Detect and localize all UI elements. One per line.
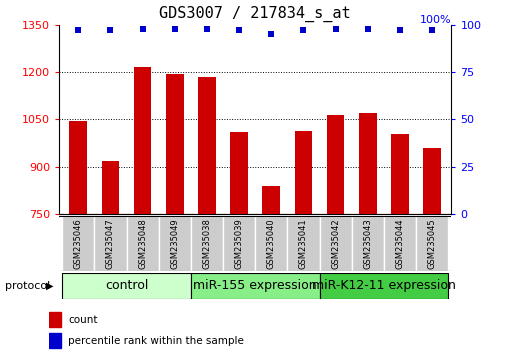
Bar <box>423 148 441 214</box>
Text: GSM235049: GSM235049 <box>170 218 180 269</box>
Bar <box>191 273 320 299</box>
Bar <box>62 216 94 271</box>
Bar <box>49 333 61 348</box>
Text: GSM235044: GSM235044 <box>396 218 404 269</box>
Bar <box>94 216 127 271</box>
Text: GSM235039: GSM235039 <box>234 218 244 269</box>
Bar <box>166 74 184 214</box>
Text: GSM235048: GSM235048 <box>138 218 147 269</box>
Bar <box>255 216 287 271</box>
Bar <box>263 186 280 214</box>
Bar <box>359 113 377 214</box>
Text: GSM235038: GSM235038 <box>203 218 211 269</box>
Bar <box>230 132 248 214</box>
Title: GDS3007 / 217834_s_at: GDS3007 / 217834_s_at <box>160 6 351 22</box>
Bar <box>191 216 223 271</box>
Text: 100%: 100% <box>420 15 451 25</box>
Text: protocol: protocol <box>5 281 50 291</box>
Text: GSM235042: GSM235042 <box>331 218 340 269</box>
Bar <box>327 115 345 214</box>
Bar <box>198 77 216 214</box>
Bar <box>391 134 409 214</box>
Bar <box>69 121 87 214</box>
Text: miR-155 expression: miR-155 expression <box>193 279 317 292</box>
Bar <box>134 67 151 214</box>
Bar <box>287 216 320 271</box>
Bar <box>159 216 191 271</box>
Text: GSM235047: GSM235047 <box>106 218 115 269</box>
Bar <box>102 160 120 214</box>
Bar <box>294 131 312 214</box>
Bar <box>384 216 416 271</box>
Text: GSM235045: GSM235045 <box>428 218 437 269</box>
Bar <box>320 273 448 299</box>
Text: GSM235040: GSM235040 <box>267 218 276 269</box>
Text: control: control <box>105 279 148 292</box>
Bar <box>127 216 159 271</box>
Bar <box>223 216 255 271</box>
Bar <box>49 312 61 327</box>
Text: GSM235046: GSM235046 <box>74 218 83 269</box>
Bar <box>62 273 191 299</box>
Text: GSM235041: GSM235041 <box>299 218 308 269</box>
Text: ▶: ▶ <box>46 281 54 291</box>
Text: GSM235043: GSM235043 <box>363 218 372 269</box>
Bar <box>416 216 448 271</box>
Bar <box>352 216 384 271</box>
Text: percentile rank within the sample: percentile rank within the sample <box>68 336 244 346</box>
Text: miR-K12-11 expression: miR-K12-11 expression <box>312 279 456 292</box>
Bar <box>320 216 352 271</box>
Text: count: count <box>68 315 98 325</box>
